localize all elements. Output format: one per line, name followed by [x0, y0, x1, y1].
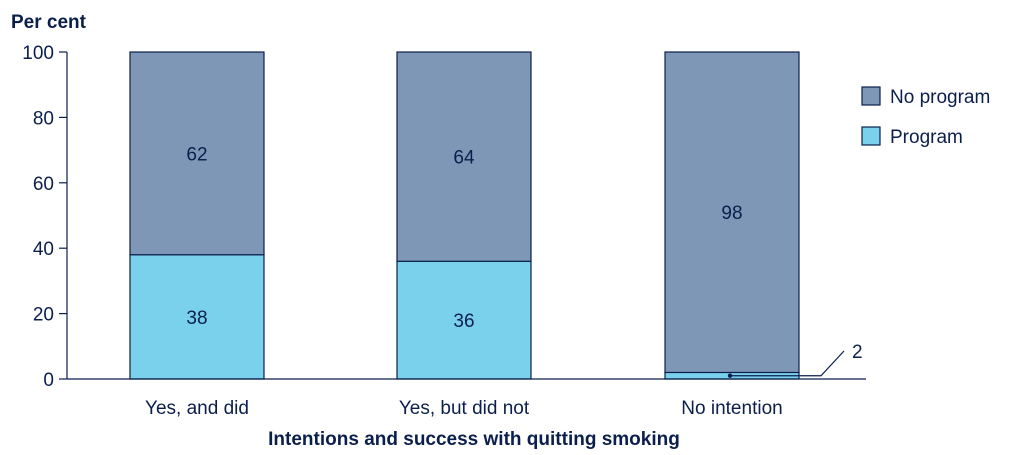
data-label: 64 [453, 148, 475, 169]
y-tick-label: 40 [33, 239, 54, 260]
callout: 2 [727, 342, 863, 378]
callout-label: 2 [852, 342, 863, 363]
bar-segment [129, 51, 265, 256]
data-label: 38 [186, 308, 207, 329]
legend-label: Program [890, 127, 963, 148]
legend-label: No program [890, 87, 990, 108]
bars: 38 62 36 64 98 [129, 51, 800, 380]
y-tick-label: 80 [33, 108, 54, 129]
data-label: 98 [721, 203, 742, 224]
data-label: 62 [186, 144, 207, 165]
callout-leader [730, 350, 845, 377]
x-tick-label: Yes, and did [145, 398, 249, 419]
legend: No program Program [861, 86, 990, 148]
x-axis: Yes, and did Yes, but did not No intention [67, 378, 866, 419]
y-tick-label: 60 [33, 174, 54, 195]
legend-swatch [861, 86, 881, 106]
x-tick-label: No intention [681, 398, 782, 419]
y-axis-label: Per cent [11, 12, 87, 33]
legend-swatch [861, 126, 881, 146]
bar-segment [396, 260, 532, 380]
x-axis-title: Intentions and success with quitting smo… [268, 429, 680, 450]
y-tick-label: 20 [33, 305, 54, 326]
data-label: 36 [453, 311, 474, 332]
bar-segment [396, 51, 532, 262]
x-tick-label: Yes, but did not [399, 398, 530, 419]
y-tick-label: 0 [43, 370, 54, 391]
y-tick-label: 100 [22, 43, 54, 64]
bar-segment [664, 51, 800, 374]
y-axis: 0 20 40 60 80 100 [22, 43, 68, 391]
